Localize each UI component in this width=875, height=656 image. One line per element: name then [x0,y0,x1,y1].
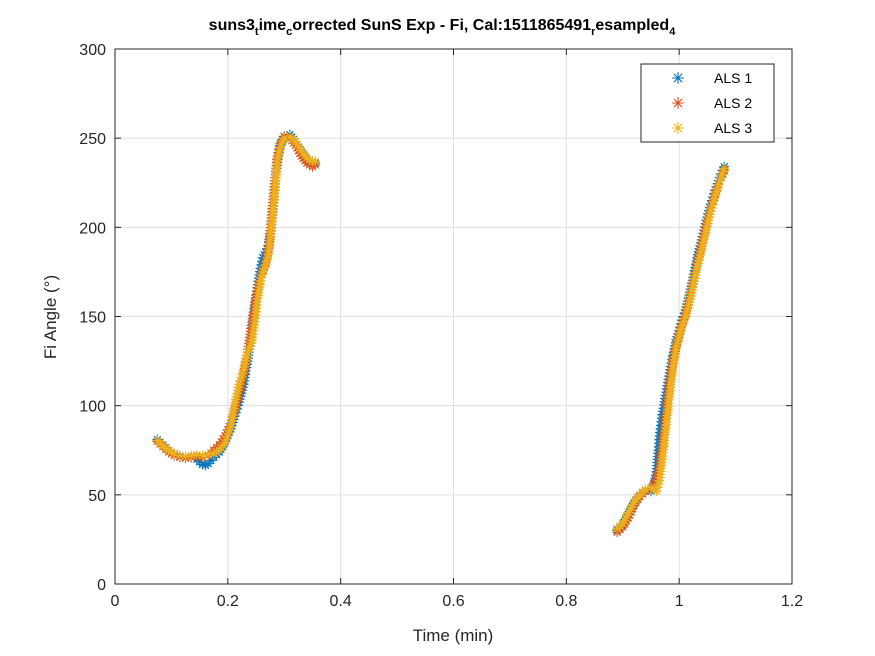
data-points [152,129,730,538]
x-tick-label: 1 [675,593,684,610]
y-tick-label: 200 [79,220,106,237]
data-point [310,156,321,167]
legend-marker [671,121,685,135]
legend-marker [671,71,685,85]
title-part-5: r [591,26,596,38]
y-tick-label: 50 [88,488,106,505]
x-tick-label: 0.8 [555,593,577,610]
y-tick-label: 250 [79,131,106,148]
x-tick-label: 0.6 [442,593,464,610]
series-3 [152,131,730,534]
legend-label: ALS 2 [714,95,752,111]
title-part-0: suns3 [209,17,255,34]
data-point [180,451,191,462]
legend: ALS 1 ALS 2 ALS 3 [640,63,775,143]
y-axis-label: Fi Angle (°) [41,275,60,359]
title-part-2: ime [259,17,287,34]
legend-marker [671,96,685,110]
title-part-4: orrected SunS Exp - Fi, Cal:1511865491 [292,17,591,34]
legend-box [640,63,775,143]
title-part-7: 4 [669,26,676,38]
x-tick-label: 0.4 [330,593,352,610]
data-point [186,450,197,461]
title-part-3: c [286,26,292,38]
y-tick-label: 100 [79,399,106,416]
title-part-6: esampled [595,17,669,34]
data-point [719,163,730,174]
x-tick-label: 1.2 [781,593,803,610]
legend-label: ALS 3 [714,120,752,136]
chart-title: suns3timecorrected SunS Exp - Fi, Cal:15… [209,17,677,38]
y-tick-label: 0 [97,577,106,594]
tick-labels: 0 0.2 0.4 0.6 0.8 1 1.2 0 50 100 150 200 250 300 [79,42,803,610]
axes [114,48,793,585]
data-point [234,379,245,390]
legend-label: ALS 1 [714,70,752,86]
grid-lines [115,49,792,584]
title-part-1: t [255,26,259,38]
data-point [224,425,235,436]
data-point [700,227,711,238]
x-tick-label: 0.2 [217,593,239,610]
y-tick-label: 150 [79,310,106,327]
x-axis-label: Time (min) [413,626,494,645]
x-tick-label: 0 [111,593,120,610]
y-tick-label: 300 [79,42,106,59]
